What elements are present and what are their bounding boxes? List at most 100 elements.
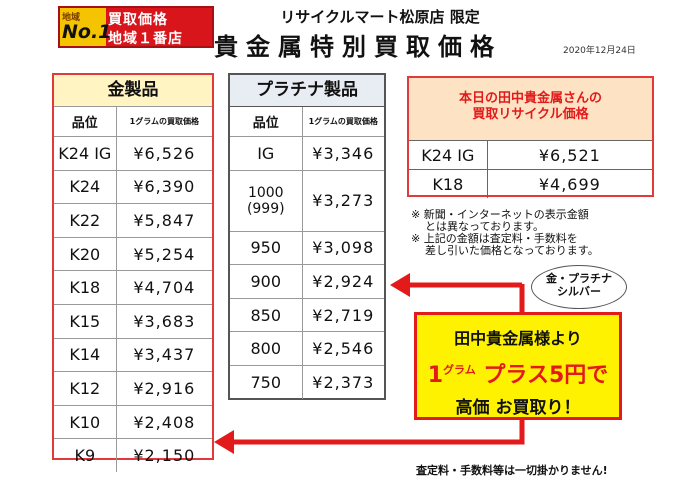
gold-row: K9 ¥2,150	[54, 439, 212, 472]
reference-row: K18 ¥4,699	[409, 169, 652, 198]
page-title: 貴金属特別買取価格	[214, 33, 502, 61]
date-label: 2020年12月24日	[563, 46, 636, 56]
arrow-head-gold	[214, 430, 234, 454]
badge-area-label: 地域	[62, 13, 81, 23]
platinum-row: 1000 (999) ¥3,273	[230, 170, 384, 232]
badge-number: No.1	[62, 21, 112, 43]
gold-col-grade: 品位	[54, 107, 117, 136]
reference-heading-line2: 買取リサイクル価格	[472, 107, 589, 122]
note-line4: 差し引いた価格となっております。	[425, 244, 599, 257]
store-name: リサイクルマート松原店 限定	[280, 8, 480, 26]
promo-line2: 1グラム プラス5円で	[417, 357, 619, 389]
bubble-line2: シルバー	[557, 285, 601, 298]
gold-row: K18 ¥4,704	[54, 271, 212, 305]
price-cell: ¥5,254	[133, 244, 196, 264]
grade-cell: IG	[230, 137, 303, 170]
grade-cell: K20	[54, 237, 117, 271]
price-cell: ¥3,683	[133, 311, 196, 331]
price-cell: ¥2,373	[312, 372, 375, 392]
grade-cell: K24 IG	[54, 137, 117, 170]
gold-row: K10 ¥2,408	[54, 405, 212, 440]
arrow-to-gold-k9	[232, 420, 525, 445]
gold-row: K22 ¥5,847	[54, 204, 212, 238]
gold-col-price: 1グラムの買取価格	[129, 117, 199, 126]
reference-row: K24 IG ¥6,521	[409, 140, 652, 169]
price-cell: ¥3,273	[312, 191, 375, 211]
promo-line1: 田中貴金属様より	[454, 329, 582, 348]
price-cell: ¥2,408	[133, 412, 196, 432]
price-cell: ¥4,704	[133, 278, 196, 298]
price-cell: ¥2,546	[312, 339, 375, 359]
promo-gram-count: 1	[427, 363, 444, 388]
grade-cell: 800	[230, 332, 303, 365]
gold-row: K24 IG ¥6,526	[54, 137, 212, 171]
gold-row: K24 ¥6,390	[54, 170, 212, 205]
price-cell: ¥6,390	[133, 177, 196, 197]
ranking-badge: 地域 No.1 買取価格 地域１番店	[58, 6, 214, 48]
gold-row: K12 ¥2,916	[54, 372, 212, 406]
gold-row: K20 ¥5,254	[54, 237, 212, 272]
grade-cell: K24 IG	[409, 141, 488, 169]
promo-gram-unit: グラム	[443, 363, 476, 377]
grade-cell: 900	[230, 265, 303, 298]
notes: ※ 新聞・インターネットの表示金額 とは異なっております。 ※ 上記の金額は査定…	[411, 209, 599, 257]
footer-note: 査定料・手数料等は一切掛かりません!	[416, 464, 608, 477]
grade-cell: K14	[54, 338, 117, 372]
platinum-col-price: 1グラムの買取価格	[308, 117, 378, 126]
reference-price-heading: 本日の田中貴金属さんの 買取リサイクル価格	[409, 78, 652, 140]
price-cell: ¥2,719	[312, 305, 375, 325]
price-cell: ¥6,526	[133, 143, 196, 163]
platinum-row: 850 ¥2,719	[230, 298, 384, 333]
price-cell: ¥4,699	[538, 174, 601, 194]
platinum-row: 800 ¥2,546	[230, 332, 384, 366]
grade-cell: K15	[54, 304, 117, 338]
note-line1: ※ 新聞・インターネットの表示金額	[411, 208, 589, 221]
platinum-row: 950 ¥3,098	[230, 231, 384, 266]
no1-emblem: 地域 No.1	[60, 8, 111, 46]
platinum-row: 900 ¥2,924	[230, 265, 384, 299]
platinum-row: 750 ¥2,373	[230, 365, 384, 399]
note-line2: とは異なっております。	[425, 220, 545, 233]
badge-line2: 地域１番店	[108, 31, 183, 47]
grade-cell: 1000 (999)	[230, 170, 303, 231]
grade-cell: 750	[230, 365, 303, 399]
price-cell: ¥2,150	[133, 446, 196, 466]
gold-row: K14 ¥3,437	[54, 338, 212, 373]
gold-row: K15 ¥3,683	[54, 304, 212, 339]
grade-cell: K24	[54, 170, 117, 204]
platinum-col-grade: 品位	[230, 107, 303, 136]
grade-line1: 1000	[247, 184, 284, 201]
grade-cell: K10	[54, 405, 117, 439]
price-cell: ¥6,521	[538, 145, 601, 165]
gold-table-title: 金製品	[54, 75, 212, 107]
note-line3: ※ 上記の金額は査定料・手数料を	[411, 232, 578, 245]
promo-box: 田中貴金属様より 1グラム プラス5円で 高価 お買取り！	[414, 312, 622, 420]
price-cell: ¥3,346	[312, 143, 375, 163]
platinum-table-title: プラチナ製品	[230, 75, 384, 107]
platinum-table-header: 品位 1グラムの買取価格	[230, 107, 384, 137]
reference-price-box: 本日の田中貴金属さんの 買取リサイクル価格 K24 IG ¥6,521 K18 ¥4…	[407, 76, 654, 198]
promo-plus-text: プラス5円で	[475, 363, 609, 388]
platinum-price-table: プラチナ製品 品位 1グラムの買取価格 IG ¥3,346 1000 (999) …	[228, 73, 386, 400]
grade-cell: 850	[230, 298, 303, 332]
price-cell: ¥3,437	[133, 345, 196, 365]
grade-cell: K12	[54, 372, 117, 405]
metals-bubble: 金・プラチナ シルバー	[531, 265, 627, 309]
grade-cell: K18	[54, 271, 117, 304]
promo-line3: 高価 お買取り！	[455, 398, 581, 418]
grade-cell: K22	[54, 204, 117, 237]
arrow-head-platinum	[390, 273, 410, 297]
price-cell: ¥2,924	[312, 271, 375, 291]
price-cell: ¥5,847	[133, 210, 196, 230]
grade-cell: K9	[54, 439, 117, 472]
grade-cell: K18	[409, 170, 488, 198]
grade-cell: 950	[230, 231, 303, 265]
badge-line1: 買取価格	[108, 12, 168, 28]
gold-table-header: 品位 1グラムの買取価格	[54, 107, 212, 137]
price-cell: ¥2,916	[133, 378, 196, 398]
platinum-row: IG ¥3,346	[230, 137, 384, 171]
gold-price-table: 金製品 品位 1グラムの買取価格 K24 IG ¥6,526 K24 ¥6,390 …	[52, 73, 214, 472]
reference-heading-line1: 本日の田中貴金属さんの	[458, 91, 602, 106]
bubble-line1: 金・プラチナ	[546, 272, 612, 285]
